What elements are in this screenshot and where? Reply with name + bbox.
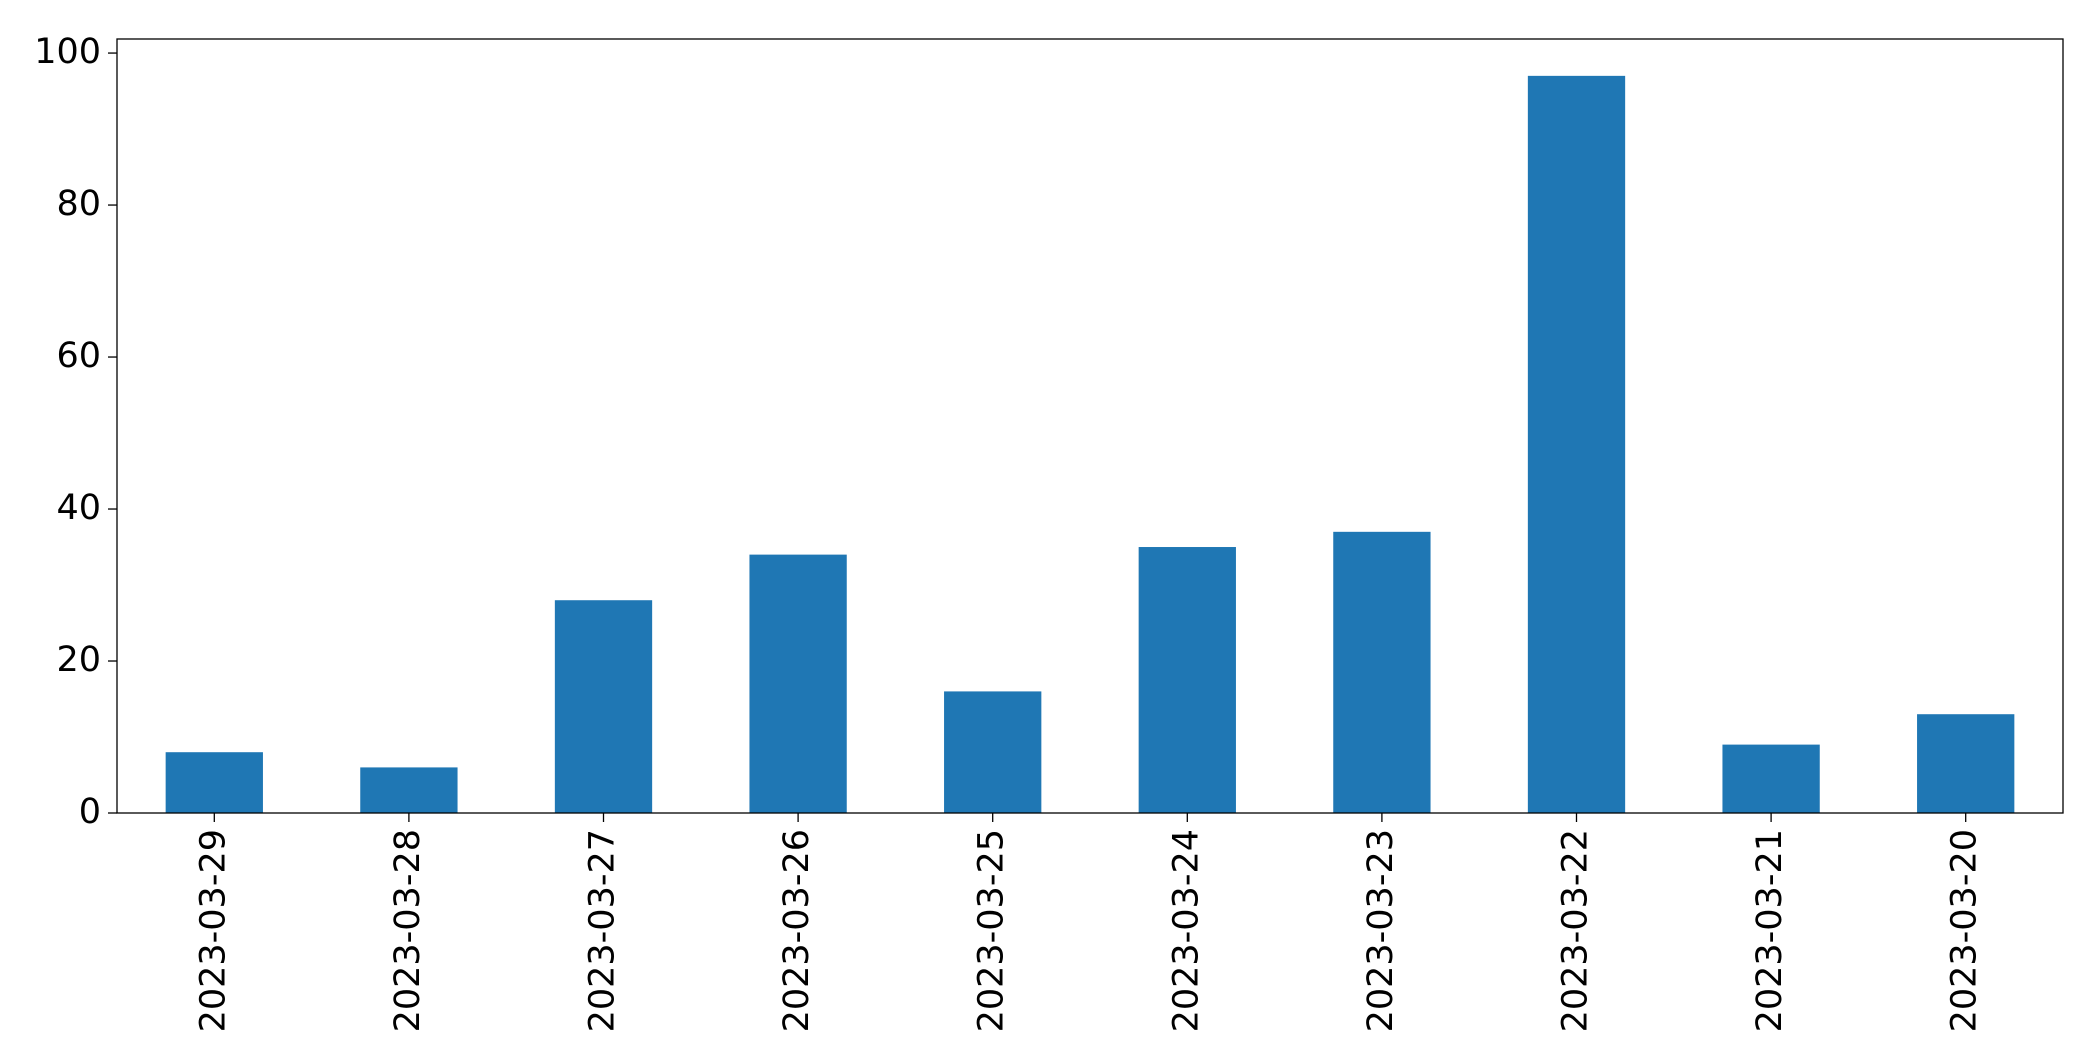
y-tick-label: 20 <box>56 640 101 680</box>
x-tick-label: 2023-03-29 <box>193 829 233 1032</box>
x-tick-label: 2023-03-28 <box>388 829 428 1032</box>
x-tick-label: 2023-03-26 <box>777 829 817 1032</box>
plot-frame <box>116 38 2064 814</box>
bar <box>165 752 263 813</box>
y-tick-label: 40 <box>56 488 101 528</box>
bar <box>749 554 847 813</box>
y-tick-label: 0 <box>79 792 101 832</box>
x-tick-label: 2023-03-23 <box>1361 829 1401 1032</box>
bar <box>360 767 458 813</box>
y-tick-label: 60 <box>56 336 101 376</box>
y-tick-label: 100 <box>34 32 101 72</box>
x-tick-label: 2023-03-24 <box>1166 829 1206 1032</box>
bar <box>1722 744 1820 813</box>
bar <box>1333 531 1431 813</box>
x-tick-label: 2023-03-27 <box>583 829 623 1032</box>
bar <box>944 691 1042 813</box>
x-tick-label: 2023-03-25 <box>972 829 1012 1032</box>
bar <box>1527 75 1626 814</box>
x-tick-label: 2023-03-20 <box>1945 829 1985 1032</box>
x-tick-label: 2023-03-22 <box>1556 829 1596 1032</box>
bar <box>1917 714 2015 813</box>
x-tick-label: 2023-03-21 <box>1750 829 1790 1032</box>
y-tick-label: 80 <box>56 184 101 224</box>
bar <box>554 600 653 813</box>
bar <box>1138 547 1236 813</box>
